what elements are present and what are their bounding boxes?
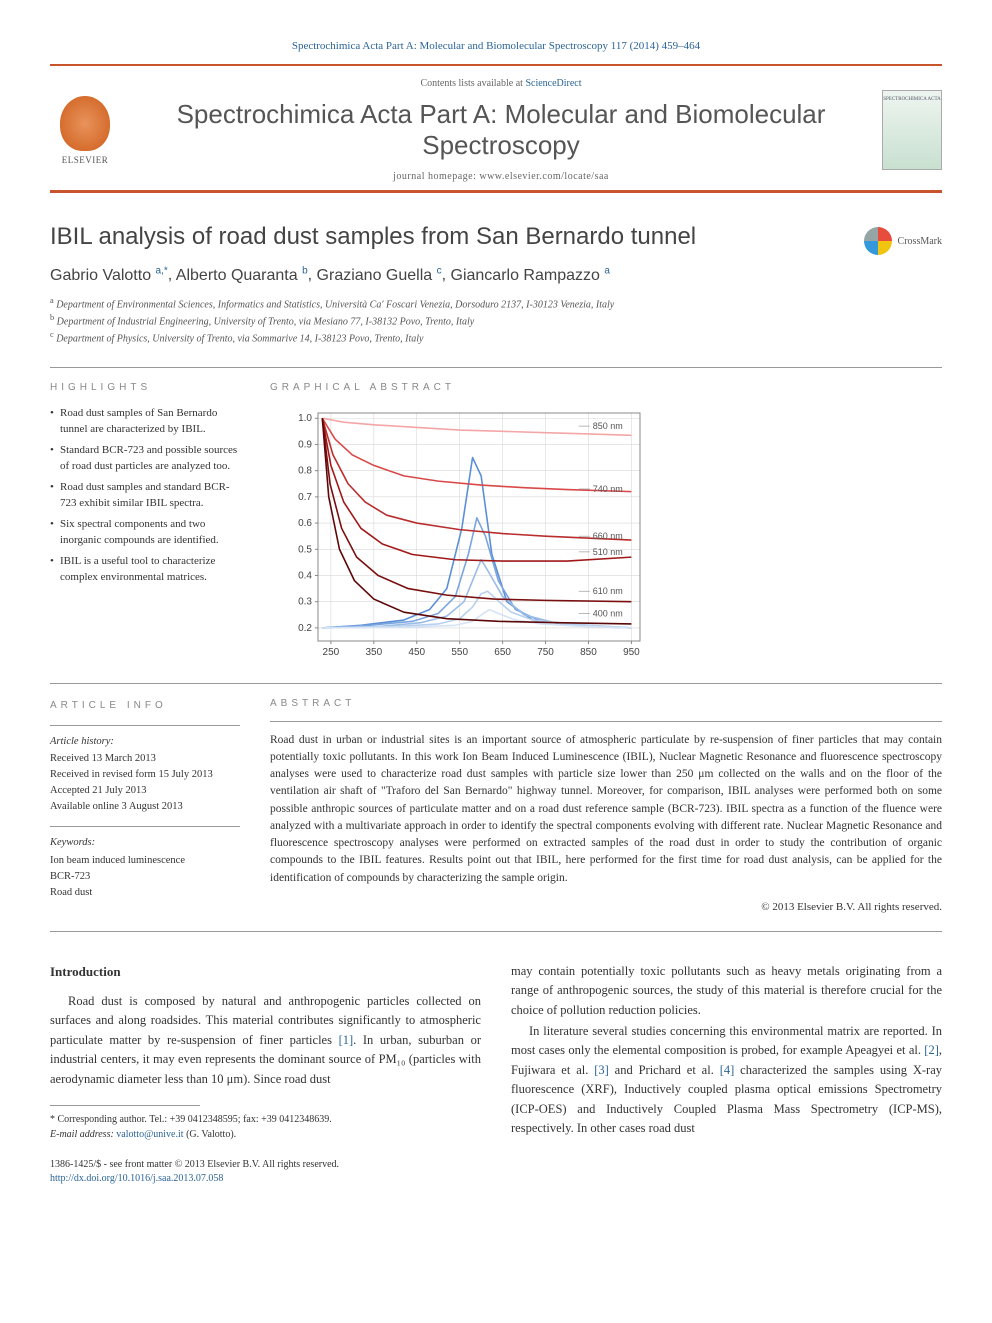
elsevier-logo[interactable]: ELSEVIER <box>50 90 120 170</box>
contents-prefix: Contents lists available at <box>420 78 525 89</box>
affiliation: c Department of Physics, University of T… <box>50 329 942 346</box>
abstract-text: Road dust in urban or industrial sites i… <box>270 732 942 887</box>
introduction-heading: Introduction <box>50 962 481 982</box>
reference-link[interactable]: [3] <box>594 1063 609 1077</box>
author: Giancarlo Rampazzo a <box>451 267 610 284</box>
highlight-item: Road dust samples and standard BCR-723 e… <box>50 479 240 512</box>
svg-text:250: 250 <box>323 647 340 658</box>
svg-text:0.2: 0.2 <box>298 623 312 634</box>
journal-cover-thumbnail: SPECTROCHIMICA ACTA <box>882 90 942 170</box>
front-matter-line: 1386-1425/$ - see front matter © 2013 El… <box>50 1158 481 1172</box>
contents-available-line: Contents lists available at ScienceDirec… <box>140 78 862 89</box>
article-title: IBIL analysis of road dust samples from … <box>50 223 942 251</box>
svg-text:850: 850 <box>580 647 597 658</box>
cover-label: SPECTROCHIMICA ACTA <box>883 91 941 102</box>
homepage-url[interactable]: www.elsevier.com/locate/saa <box>479 171 608 182</box>
svg-text:0.3: 0.3 <box>298 596 312 607</box>
reference-link[interactable]: [1] <box>339 1033 354 1047</box>
body-paragraph: may contain potentially toxic pollutants… <box>511 962 942 1020</box>
history-line: Received 13 March 2013 <box>50 751 240 767</box>
highlights-label: HIGHLIGHTS <box>50 382 240 393</box>
reference-link[interactable]: [4] <box>720 1063 735 1077</box>
sciencedirect-link[interactable]: ScienceDirect <box>525 78 581 89</box>
svg-text:750: 750 <box>537 647 554 658</box>
history-line: Available online 3 August 2013 <box>50 799 240 815</box>
svg-text:0.7: 0.7 <box>298 492 312 503</box>
svg-text:350: 350 <box>365 647 382 658</box>
divider <box>50 683 942 684</box>
doi-link[interactable]: http://dx.doi.org/10.1016/j.saa.2013.07.… <box>50 1173 223 1184</box>
divider <box>50 931 942 932</box>
body-columns: Introduction Road dust is composed by na… <box>50 962 942 1186</box>
svg-text:0.9: 0.9 <box>298 439 312 450</box>
elsevier-label: ELSEVIER <box>62 155 109 165</box>
author: Graziano Guella c <box>317 267 442 284</box>
crossmark-icon <box>864 227 892 255</box>
footer-info: 1386-1425/$ - see front matter © 2013 El… <box>50 1158 481 1186</box>
keyword: Road dust <box>50 885 240 901</box>
author: Gabrio Valotto a,* <box>50 267 168 284</box>
svg-text:660 nm: 660 nm <box>593 531 623 541</box>
history-line: Accepted 21 July 2013 <box>50 783 240 799</box>
svg-text:950: 950 <box>623 647 640 658</box>
keyword: BCR-723 <box>50 869 240 885</box>
crossmark-label: CrossMark <box>898 236 942 247</box>
author-affil-sup[interactable]: a,* <box>156 265 168 276</box>
article-info-label: ARTICLE INFO <box>50 698 240 713</box>
svg-text:0.4: 0.4 <box>298 570 312 581</box>
body-paragraph: Road dust is composed by natural and ant… <box>50 992 481 1089</box>
svg-text:610 nm: 610 nm <box>593 586 623 596</box>
email-link[interactable]: valotto@unive.it <box>116 1129 183 1140</box>
history-line: Received in revised form 15 July 2013 <box>50 767 240 783</box>
svg-text:400 nm: 400 nm <box>593 608 623 618</box>
author-affil-sup[interactable]: c <box>437 265 442 276</box>
body-paragraph: In literature several studies concerning… <box>511 1022 942 1138</box>
keywords-list: Ion beam induced luminescenceBCR-723Road… <box>50 853 240 900</box>
keywords-heading: Keywords: <box>50 835 240 851</box>
divider <box>50 367 942 368</box>
affiliation: b Department of Industrial Engineering, … <box>50 312 942 329</box>
affiliation: a Department of Environmental Sciences, … <box>50 295 942 312</box>
svg-text:850 nm: 850 nm <box>593 421 623 431</box>
author-affil-sup[interactable]: b <box>302 265 308 276</box>
svg-text:650: 650 <box>494 647 511 658</box>
abstract-label: ABSTRACT <box>270 698 942 709</box>
svg-text:450: 450 <box>408 647 425 658</box>
svg-text:550: 550 <box>451 647 468 658</box>
footnotes: * Corresponding author. Tel.: +39 041234… <box>50 1112 481 1142</box>
svg-text:740 nm: 740 nm <box>593 484 623 494</box>
journal-header: ELSEVIER Contents lists available at Sci… <box>50 64 942 193</box>
highlight-item: IBIL is a useful tool to characterize co… <box>50 553 240 586</box>
abstract-copyright: © 2013 Elsevier B.V. All rights reserved… <box>270 901 942 913</box>
svg-text:510 nm: 510 nm <box>593 547 623 557</box>
highlights-list: Road dust samples of San Bernardo tunnel… <box>50 405 240 586</box>
authors-line: Gabrio Valotto a,*, Alberto Quaranta b, … <box>50 265 942 284</box>
graphical-abstract-chart: 0.2 0.3 0.4 0.5 0.6 0.7 0.8 0.9 1.0 250 350 450 550 6… <box>280 405 700 665</box>
journal-homepage: journal homepage: www.elsevier.com/locat… <box>140 171 862 182</box>
keyword: Ion beam induced luminescence <box>50 853 240 869</box>
elsevier-tree-icon <box>60 96 110 151</box>
author: Alberto Quaranta b <box>176 267 308 284</box>
highlight-item: Road dust samples of San Bernardo tunnel… <box>50 405 240 438</box>
highlight-item: Six spectral components and two inorgani… <box>50 516 240 549</box>
svg-text:0.5: 0.5 <box>298 544 312 555</box>
graphical-abstract-label: GRAPHICAL ABSTRACT <box>270 382 942 393</box>
email-suffix: (G. Valotto). <box>186 1129 236 1140</box>
email-label: E-mail address: <box>50 1129 114 1140</box>
svg-text:1.0: 1.0 <box>298 413 312 424</box>
affiliations: a Department of Environmental Sciences, … <box>50 295 942 347</box>
header-citation: Spectrochimica Acta Part A: Molecular an… <box>50 40 942 52</box>
article-history-heading: Article history: <box>50 734 240 750</box>
highlight-item: Standard BCR-723 and possible sources of… <box>50 442 240 475</box>
crossmark-badge[interactable]: CrossMark <box>864 227 942 255</box>
corresponding-author: * Corresponding author. Tel.: +39 041234… <box>50 1112 481 1127</box>
journal-title: Spectrochimica Acta Part A: Molecular an… <box>140 99 862 161</box>
author-affil-sup[interactable]: a <box>604 265 610 276</box>
svg-text:0.8: 0.8 <box>298 465 312 476</box>
reference-link[interactable]: [2] <box>924 1043 939 1057</box>
svg-text:0.6: 0.6 <box>298 518 312 529</box>
article-history: Received 13 March 2013Received in revise… <box>50 751 240 814</box>
